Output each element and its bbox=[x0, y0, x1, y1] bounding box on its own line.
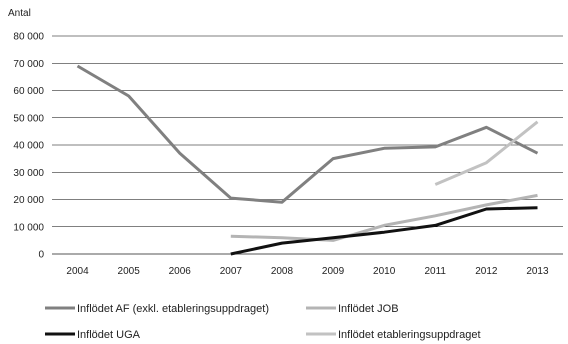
series-line-2 bbox=[230, 193, 538, 242]
x-tick-label: 2012 bbox=[475, 266, 498, 277]
legend: Inflödet AF (exkl. etableringsuppdraget)… bbox=[45, 303, 481, 341]
series-line-1 bbox=[76, 64, 539, 204]
series-lines bbox=[76, 64, 539, 256]
y-tick-label: 70 000 bbox=[13, 59, 44, 70]
x-tick-label: 2006 bbox=[169, 266, 192, 277]
y-tick-label: 80 000 bbox=[13, 32, 44, 43]
x-tick-label: 2007 bbox=[220, 266, 243, 277]
x-tick-label: 2005 bbox=[118, 266, 141, 277]
series-line-3 bbox=[230, 206, 538, 256]
gridlines bbox=[52, 35, 563, 255]
x-tick-label: 2008 bbox=[271, 266, 294, 277]
x-tick-label: 2004 bbox=[66, 266, 89, 277]
legend-label: Inflödet UGA bbox=[77, 329, 141, 341]
legend-label: Inflödet etableringsuppdraget bbox=[338, 329, 481, 341]
y-tick-label: 10 000 bbox=[13, 222, 44, 233]
legend-label: Inflödet AF (exkl. etableringsuppdraget) bbox=[77, 303, 269, 315]
x-tick-label: 2013 bbox=[526, 266, 549, 277]
y-axis-title: Antal bbox=[8, 8, 31, 19]
x-tick-label: 2010 bbox=[373, 266, 396, 277]
y-axis-ticks: 0 10 000 20 000 30 000 40 000 50 000 60 000 70 … bbox=[13, 32, 44, 261]
y-tick-label: 50 000 bbox=[13, 113, 44, 124]
y-tick-label: 0 bbox=[38, 250, 44, 261]
y-tick-label: 40 000 bbox=[13, 141, 44, 152]
y-tick-label: 60 000 bbox=[13, 86, 44, 97]
x-tick-label: 2011 bbox=[424, 266, 446, 277]
series-line-4 bbox=[434, 120, 539, 186]
y-tick-label: 20 000 bbox=[13, 195, 44, 206]
y-tick-label: 30 000 bbox=[13, 168, 44, 179]
x-axis-ticks: 2004 2005 2006 2007 2008 2009 2010 2011 2012 2013 bbox=[66, 266, 549, 277]
legend-label: Inflödet JOB bbox=[338, 303, 399, 315]
x-tick-label: 2009 bbox=[322, 266, 345, 277]
